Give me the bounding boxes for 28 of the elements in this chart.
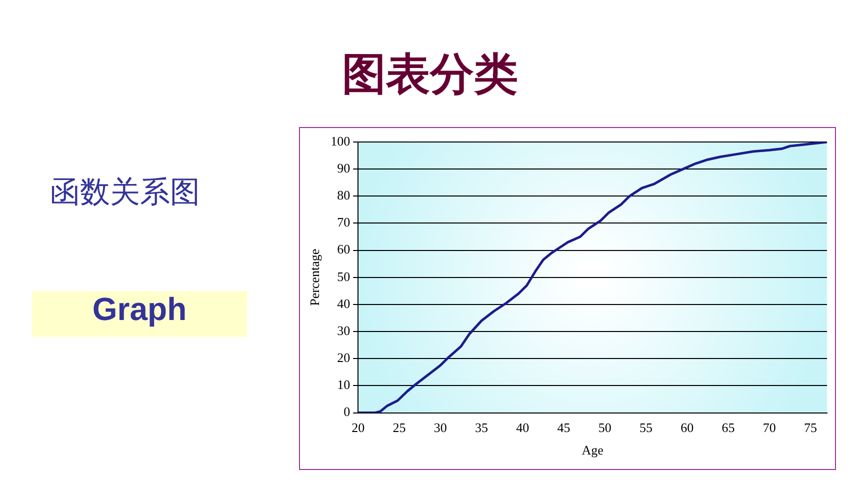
y-tick-label: 90	[337, 160, 350, 176]
x-tick-label: 40	[516, 420, 530, 436]
y-tick-label: 40	[337, 296, 350, 311]
y-tick-label: 0	[344, 404, 350, 420]
x-tick-label: 65	[722, 420, 735, 436]
x-tick-label: 20	[352, 420, 365, 436]
x-tick-label: 45	[557, 420, 570, 436]
chart-title: 图表分类	[341, 48, 519, 102]
x-tick-label: 75	[804, 420, 818, 436]
y-tick-label: 50	[337, 268, 350, 284]
x-tick-label: 35	[474, 420, 488, 436]
x-tick-label: 55	[640, 420, 653, 436]
x-tick-label: 30	[434, 420, 447, 436]
x-axis-title: Age	[582, 442, 604, 458]
y-tick-label: 10	[337, 377, 350, 392]
x-tick-label: 60	[680, 420, 694, 436]
y-tick-label: 30	[337, 322, 350, 338]
y-tick-label: 80	[337, 188, 350, 203]
text: Graph	[32, 291, 247, 337]
y-axis-title: Percentage	[307, 248, 322, 306]
y-tick-label: 20	[337, 350, 350, 366]
x-tick-label: 50	[598, 420, 612, 436]
y-tick-label: 60	[337, 242, 350, 257]
text: 函数关系图	[50, 174, 200, 212]
y-tick-label: 100	[330, 133, 350, 148]
x-tick-label: 25	[392, 420, 406, 436]
y-tick-label: 70	[337, 214, 350, 230]
x-tick-label: 70	[762, 420, 776, 436]
